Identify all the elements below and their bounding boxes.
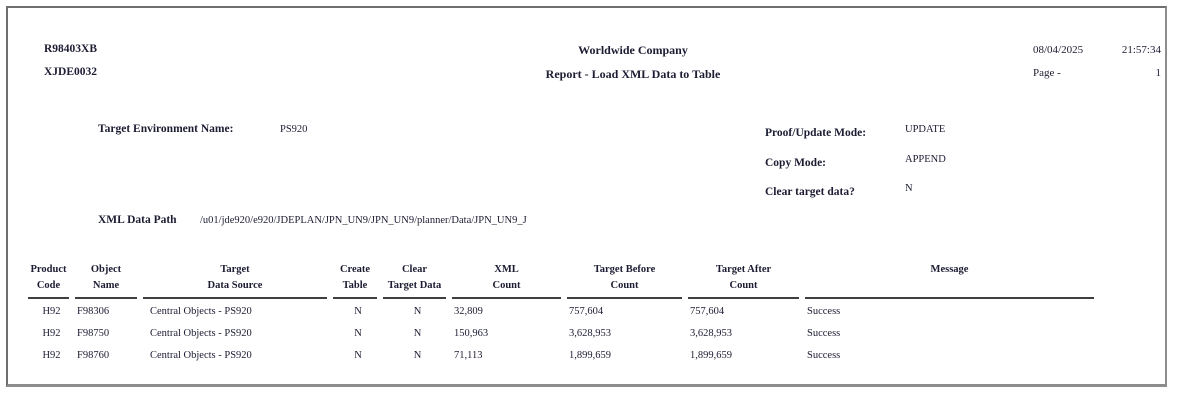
cell-product-code: H92: [42, 306, 61, 317]
table-row: H92 F98306 Central Objects - PS920 N N 3…: [28, 299, 1120, 321]
col-header-object-name: Object Name: [75, 262, 137, 299]
report-time: 21:57:34: [1121, 44, 1161, 56]
proof-update-value: UPDATE: [905, 124, 946, 135]
col-header-clear-target-data: Clear Target Data: [383, 262, 446, 299]
cell-target-before-count: 757,604: [569, 306, 604, 317]
cell-message: Success: [807, 350, 841, 361]
page-number: 1: [1155, 67, 1162, 79]
report-id: R98403XB: [44, 43, 98, 55]
report-date: 08/04/2025: [1033, 44, 1084, 56]
copy-mode-label: Copy Mode:: [765, 156, 827, 169]
clear-target-row: Clear target data? N: [765, 182, 1095, 212]
col-header-target-after-count: Target After Count: [688, 262, 799, 299]
cell-object-name: F98760: [77, 350, 110, 361]
table-row: H92 F98760 Central Objects - PS920 N N 7…: [28, 343, 1120, 365]
cell-target-after-count: 3,628,953: [690, 328, 732, 339]
copy-mode-value: APPEND: [905, 153, 946, 165]
report-page: R98403XB XJDE0032 Worldwide Company Repo…: [6, 6, 1167, 387]
target-environment-value: PS920: [280, 124, 308, 135]
table-header-row: Product Code Object Name Target Data Sou…: [28, 262, 1120, 299]
report-id-block: R98403XB XJDE0032: [44, 38, 97, 84]
company-name: Worldwide Company: [578, 43, 688, 57]
col-header-target-data-source: Target Data Source: [143, 262, 327, 299]
report-title: Report - Load XML Data to Table: [545, 67, 721, 81]
report-title-block: Worldwide Company Report - Load XML Data…: [428, 38, 838, 86]
cell-message: Success: [807, 306, 841, 317]
cell-object-name: F98306: [77, 306, 110, 317]
cell-clear-target-data: N: [413, 306, 422, 317]
clear-target-value: N: [905, 183, 913, 194]
xml-data-path-value: /u01/jde920/e920/JDEPLAN/JPN_UN9/JPN_UN9…: [200, 215, 527, 226]
report-meta-block: 08/04/2025 21:57:34 Page - 1: [1033, 39, 1161, 85]
cell-target-data-source: Central Objects - PS920: [150, 350, 252, 361]
col-header-target-before-count: Target Before Count: [567, 262, 682, 299]
page-line: Page - 1: [1033, 62, 1161, 85]
proof-update-row: Proof/Update Mode: UPDATE: [765, 123, 1095, 153]
cell-target-data-source: Central Objects - PS920: [150, 306, 252, 317]
page-label: Page -: [1033, 67, 1061, 79]
proof-update-label: Proof/Update Mode:: [765, 127, 867, 139]
cell-create-table: N: [354, 306, 362, 317]
table-row: H92 F98750 Central Objects - PS920 N N 1…: [28, 321, 1120, 343]
cell-xml-count: 32,809: [454, 306, 483, 317]
target-environment-label: Target Environment Name:: [98, 123, 234, 135]
clear-target-label: Clear target data?: [765, 186, 855, 198]
cell-product-code: H92: [42, 328, 61, 339]
col-header-create-table: Create Table: [333, 262, 377, 299]
cell-target-before-count: 1,899,659: [569, 350, 611, 361]
col-header-message: Message: [805, 262, 1094, 299]
cell-xml-count: 150,963: [454, 328, 489, 339]
results-table: Product Code Object Name Target Data Sou…: [28, 262, 1120, 365]
cell-product-code: H92: [42, 350, 61, 361]
col-header-xml-count: XML Count: [452, 262, 561, 299]
report-version: XJDE0032: [44, 66, 98, 78]
col-header-product-code: Product Code: [28, 262, 69, 299]
cell-clear-target-data: N: [413, 328, 422, 339]
cell-xml-count: 71,113: [454, 350, 483, 361]
xml-data-path-label: XML Data Path: [98, 214, 177, 226]
cell-target-after-count: 757,604: [690, 306, 725, 317]
mode-params-block: Proof/Update Mode: UPDATE Copy Mode: APP…: [765, 123, 1095, 212]
cell-create-table: N: [354, 350, 362, 361]
copy-mode-row: Copy Mode: APPEND: [765, 153, 1095, 183]
cell-message: Success: [807, 328, 841, 339]
cell-target-after-count: 1,899,659: [690, 350, 732, 361]
cell-object-name: F98750: [77, 328, 110, 339]
cell-create-table: N: [354, 328, 362, 339]
cell-target-before-count: 3,628,953: [569, 328, 611, 339]
date-time-line: 08/04/2025 21:57:34: [1033, 39, 1161, 62]
cell-target-data-source: Central Objects - PS920: [150, 328, 252, 339]
cell-clear-target-data: N: [413, 350, 422, 361]
